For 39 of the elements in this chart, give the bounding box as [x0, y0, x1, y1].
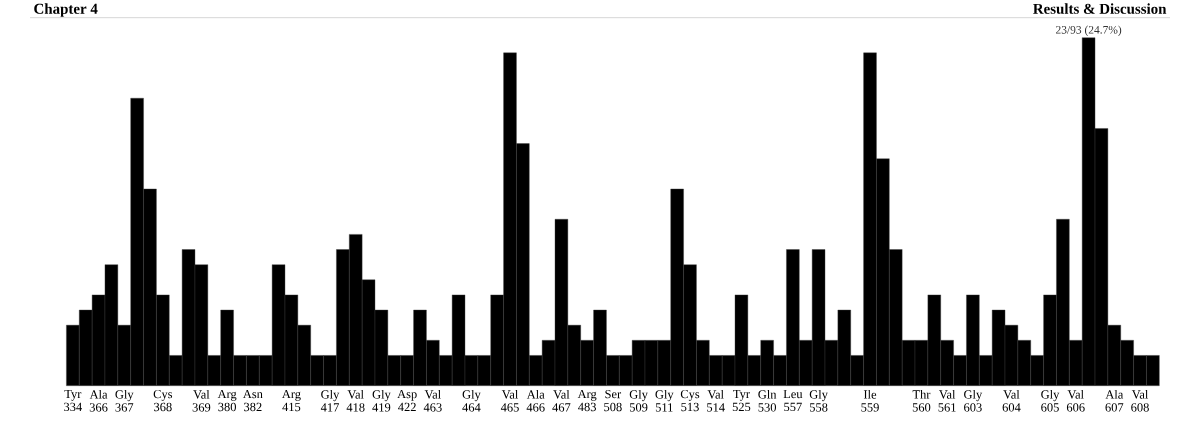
x-tick-label: Val 606: [1066, 390, 1085, 412]
x-tick-label: Thr 560: [912, 390, 931, 412]
x-tick-label: Val 604: [1002, 390, 1021, 412]
data-label: 23/93 (24.7%): [1056, 25, 1122, 37]
x-tick-label: Gly 603: [964, 390, 983, 412]
x-tick-label: Ala 607: [1105, 390, 1124, 412]
x-tick-label: Ile 559: [861, 390, 879, 412]
x-tick-label: Ser 508: [604, 390, 622, 412]
x-tick-label: Val 467: [552, 390, 571, 412]
x-tick-label: Gly 509: [629, 390, 648, 412]
x-tick-label: Gln 530: [758, 390, 777, 412]
x-tick-label: Gly 417: [320, 390, 340, 412]
x-tick-label: Tyr 525: [732, 390, 751, 412]
x-tick-label: Arg 483: [577, 390, 597, 412]
x-tick-label: Cys 513: [680, 390, 700, 412]
text: Results & Discussion: [1033, 3, 1167, 15]
x-tick-label: Gly 511: [655, 390, 674, 412]
x-tick-label: Gly 464: [462, 390, 481, 412]
x-tick-label: Val 561: [938, 390, 956, 412]
x-tick-label: Arg 380: [217, 390, 237, 412]
x-tick-label: Tyr 334: [64, 390, 82, 412]
text: Chapter 4: [34, 3, 98, 18]
x-tick-label: Leu 557: [783, 390, 803, 412]
x-tick-label: Ala 366: [89, 390, 108, 412]
x-tick-label: Asn 382: [242, 390, 263, 412]
x-tick-label: Arg 415: [281, 390, 301, 412]
x-tick-label: Gly 558: [809, 390, 828, 412]
x-tick-label: Cys 368: [153, 390, 173, 412]
x-tick-label: Asp 422: [397, 390, 417, 412]
x-tick-label: Gly 367: [115, 390, 134, 412]
x-tick-label: Val 514: [707, 390, 725, 412]
x-tick-label: Val 369: [192, 390, 211, 412]
x-tick-label: Val 465: [500, 390, 519, 412]
x-tick-label: Val 608: [1131, 390, 1149, 412]
x-tick-label: Gly 419: [372, 390, 391, 412]
x-tick-label: Gly 605: [1041, 390, 1060, 412]
x-tick-label: Val 463: [423, 390, 442, 412]
x-tick-label: Ala 466: [526, 390, 545, 412]
x-tick-label: Val 418: [346, 390, 365, 412]
